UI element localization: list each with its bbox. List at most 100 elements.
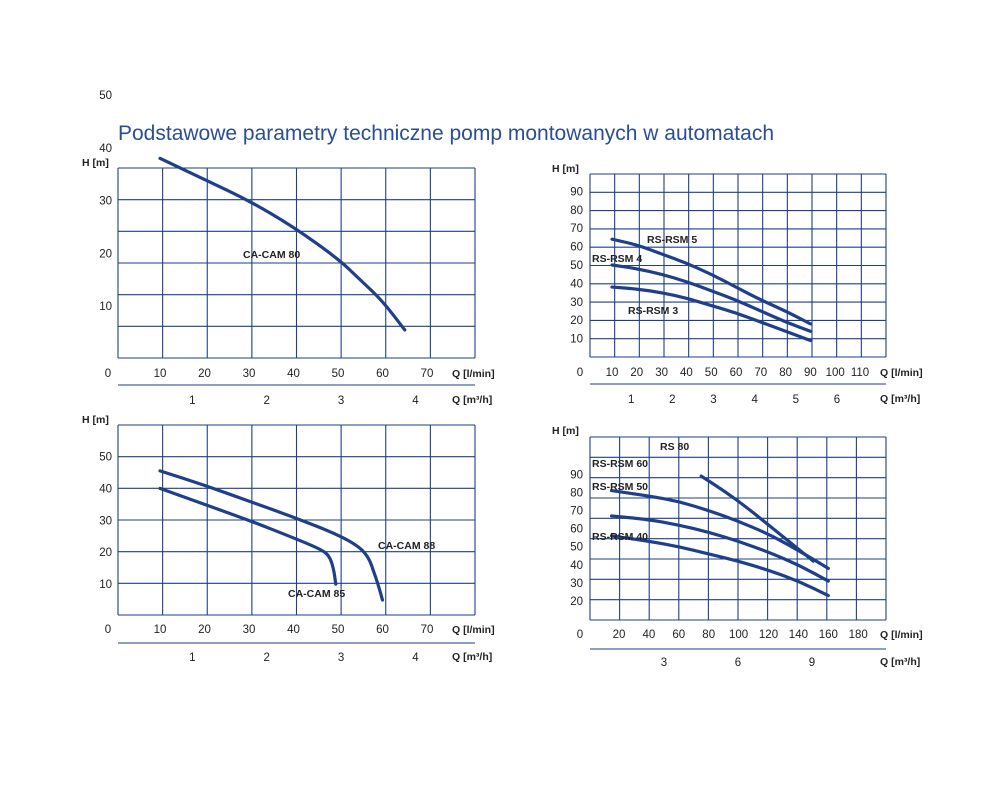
x-tick-label: 0 (105, 368, 111, 380)
series-label: RS-RSM 3 (628, 305, 678, 317)
x2-axis-label: Q [m³/h] (880, 656, 920, 668)
y-tick-label: 30 (99, 515, 112, 527)
x-tick-label: 70 (754, 367, 767, 379)
y-tick-label: 20 (570, 596, 583, 608)
y-tick-label: 80 (570, 487, 583, 499)
x-tick-label: 60 (376, 624, 389, 636)
y-tick-label: 10 (99, 579, 112, 591)
x-tick-label: 30 (243, 368, 256, 380)
x-tick-label: 50 (332, 624, 345, 636)
y-tick-label: 40 (570, 560, 583, 572)
x2-axis-label: Q [m³/h] (452, 394, 492, 406)
x-tick-label: 20 (630, 367, 643, 379)
y-axis-label: H [m] (552, 425, 579, 437)
x-tick-label: 100 (826, 367, 845, 379)
y-tick-label: 40 (99, 143, 112, 155)
series-label: RS-RSM 60 (592, 458, 648, 470)
y-tick-label: 20 (570, 315, 583, 327)
x2-tick-label: 9 (809, 657, 815, 669)
x2-tick-label: 3 (338, 395, 344, 407)
x2-tick-label: 2 (264, 652, 270, 664)
x-tick-label: 60 (730, 367, 743, 379)
chart-panel-2: H [m] 10 20 30 40 50 60 70 80 90 0 10 20 30 40 50 60 70 80… (552, 163, 923, 406)
series-label: RS-RSM 50 (592, 481, 648, 493)
x-tick-label: 0 (105, 624, 111, 636)
chart-panel-3: H [m] 10 20 30 40 50 0 10 20 30 40 50 60 70 Q [l/min] 1… (82, 414, 495, 664)
grid (589, 173, 887, 358)
x-tick-label: 40 (680, 367, 693, 379)
x2-tick-label: 2 (264, 395, 270, 407)
x-tick-label: 180 (849, 629, 868, 641)
x-tick-label: 40 (643, 629, 656, 641)
x-tick-label: 80 (702, 629, 715, 641)
series-label: RS 80 (660, 441, 689, 453)
x2-tick-label: 1 (189, 395, 195, 407)
x-tick-label: 0 (577, 367, 583, 379)
x2-tick-label: 6 (834, 394, 840, 406)
series-line-rs-rsm-50 (609, 514, 830, 583)
series-label: CA-CAM 80 (243, 249, 300, 261)
x-tick-label: 60 (376, 368, 389, 380)
series-label: CA-CAM 85 (288, 588, 345, 600)
grid (117, 167, 476, 359)
x-axis-label: Q [l/min] (452, 624, 495, 636)
x-tick-label: 110 (851, 367, 869, 379)
chart-panel-1: H [m] 10 20 30 40 50 0 10 20 30 40 50 60 70 Q [l/min] 1… (82, 90, 495, 407)
x2-tick-label: 6 (735, 657, 741, 669)
x-tick-label: 100 (729, 629, 748, 641)
x-tick-label: 70 (421, 624, 434, 636)
y-tick-label: 20 (99, 248, 112, 260)
page-title: Podstawowe parametry techniczne pomp mon… (118, 122, 775, 145)
chart-panel-4: H [m] 20 30 40 50 60 70 80 90 0 20 40 60 80 100 120 140 1… (552, 425, 923, 669)
series-line-rs-rsm-3 (610, 285, 812, 343)
y-tick-label: 20 (99, 547, 112, 559)
x-tick-label: 160 (819, 629, 838, 641)
y-tick-label: 90 (570, 186, 583, 198)
x-tick-label: 30 (243, 624, 256, 636)
series-line-rs-rsm-60 (609, 488, 830, 571)
x2-tick-label: 3 (661, 657, 667, 669)
x2-tick-label: 4 (412, 652, 419, 664)
x2-tick-label: 1 (189, 652, 195, 664)
y-tick-label: 50 (570, 542, 583, 554)
x-axis-label: Q [l/min] (880, 367, 923, 379)
x-tick-label: 10 (154, 368, 167, 380)
y-tick-label: 30 (99, 196, 112, 208)
y-tick-label: 50 (99, 90, 112, 102)
x2-tick-label: 2 (669, 394, 675, 406)
x-tick-label: 40 (287, 624, 300, 636)
y-tick-label: 30 (570, 297, 583, 309)
x2-tick-label: 3 (710, 394, 716, 406)
y-tick-label: 50 (570, 260, 583, 272)
y-tick-label: 40 (99, 483, 112, 495)
x-tick-label: 120 (759, 629, 778, 641)
y-tick-label: 60 (570, 242, 583, 254)
x-tick-label: 90 (804, 367, 817, 379)
x-tick-label: 20 (613, 629, 626, 641)
x2-tick-label: 1 (628, 394, 634, 406)
x-tick-label: 70 (421, 368, 434, 380)
x2-axis-label: Q [m³/h] (452, 651, 492, 663)
series-label: RS-RSM 40 (592, 531, 648, 543)
x-tick-label: 30 (655, 367, 668, 379)
y-tick-label: 10 (570, 334, 583, 346)
x-tick-label: 20 (198, 624, 211, 636)
grid (117, 424, 476, 616)
x-tick-label: 140 (789, 629, 808, 641)
x-tick-label: 10 (154, 624, 167, 636)
y-tick-label: 70 (570, 506, 583, 518)
y-axis-label: H [m] (82, 157, 109, 169)
series-label: CA-CAM 88 (378, 540, 435, 552)
x2-tick-label: 3 (338, 652, 344, 664)
series-label: RS-RSM 4 (592, 253, 642, 265)
x-tick-label: 50 (705, 367, 718, 379)
x2-axis-label: Q [m³/h] (880, 393, 920, 405)
x-axis-label: Q [l/min] (880, 629, 923, 641)
y-tick-label: 30 (570, 578, 583, 590)
grid (589, 436, 887, 621)
x2-tick-label: 4 (412, 395, 419, 407)
y-axis-label: H [m] (552, 163, 579, 175)
y-tick-label: 90 (570, 469, 583, 481)
x-tick-label: 0 (577, 629, 583, 641)
